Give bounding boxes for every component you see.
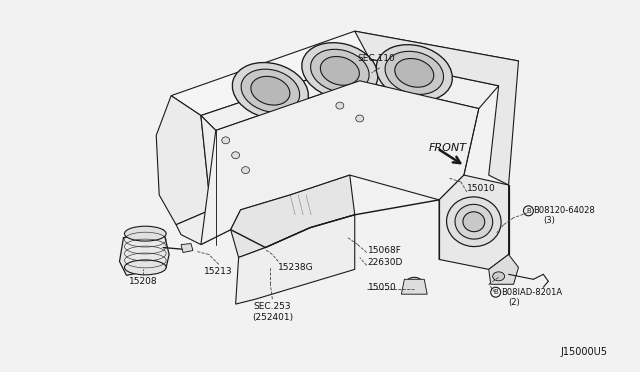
Text: 15238G: 15238G xyxy=(278,263,314,272)
Text: FRONT: FRONT xyxy=(429,143,467,153)
Polygon shape xyxy=(176,116,230,244)
Ellipse shape xyxy=(356,115,364,122)
Polygon shape xyxy=(401,279,427,294)
Polygon shape xyxy=(201,59,499,131)
Ellipse shape xyxy=(232,62,308,119)
Ellipse shape xyxy=(447,197,501,247)
Ellipse shape xyxy=(310,49,369,92)
Polygon shape xyxy=(439,175,509,269)
Text: (2): (2) xyxy=(509,298,520,307)
Text: 15068F: 15068F xyxy=(367,247,401,256)
Ellipse shape xyxy=(321,57,359,85)
Polygon shape xyxy=(489,254,518,284)
Text: 15050: 15050 xyxy=(367,283,396,292)
Polygon shape xyxy=(171,31,518,116)
Ellipse shape xyxy=(336,102,344,109)
Ellipse shape xyxy=(405,277,423,291)
Ellipse shape xyxy=(124,260,166,275)
Ellipse shape xyxy=(463,212,484,232)
Text: 15213: 15213 xyxy=(204,267,233,276)
Text: 15010: 15010 xyxy=(467,184,495,193)
Ellipse shape xyxy=(221,137,230,144)
Polygon shape xyxy=(181,244,193,253)
Text: 15208: 15208 xyxy=(129,277,157,286)
Text: (3): (3) xyxy=(543,216,555,225)
Text: B: B xyxy=(526,208,531,214)
Ellipse shape xyxy=(232,152,239,159)
Ellipse shape xyxy=(124,226,166,241)
Ellipse shape xyxy=(251,76,290,105)
Text: SEC.110: SEC.110 xyxy=(358,54,396,63)
Ellipse shape xyxy=(385,51,444,94)
Polygon shape xyxy=(156,96,211,225)
Polygon shape xyxy=(355,31,518,185)
Polygon shape xyxy=(236,215,355,304)
Text: J15000U5: J15000U5 xyxy=(561,347,608,357)
Text: SEC.253: SEC.253 xyxy=(253,302,291,311)
Text: 22630D: 22630D xyxy=(367,259,403,267)
Ellipse shape xyxy=(241,167,250,174)
Ellipse shape xyxy=(493,272,504,281)
Polygon shape xyxy=(120,230,169,275)
Ellipse shape xyxy=(241,69,300,112)
Text: B08120-64028: B08120-64028 xyxy=(533,206,595,215)
Polygon shape xyxy=(230,175,355,257)
Ellipse shape xyxy=(410,280,419,288)
Polygon shape xyxy=(201,81,479,244)
Ellipse shape xyxy=(395,58,434,87)
Text: B: B xyxy=(493,289,498,295)
Ellipse shape xyxy=(376,45,452,101)
Text: (252401): (252401) xyxy=(252,313,293,322)
Text: B08IAD-8201A: B08IAD-8201A xyxy=(500,288,562,297)
Ellipse shape xyxy=(302,43,378,99)
Ellipse shape xyxy=(455,204,493,239)
